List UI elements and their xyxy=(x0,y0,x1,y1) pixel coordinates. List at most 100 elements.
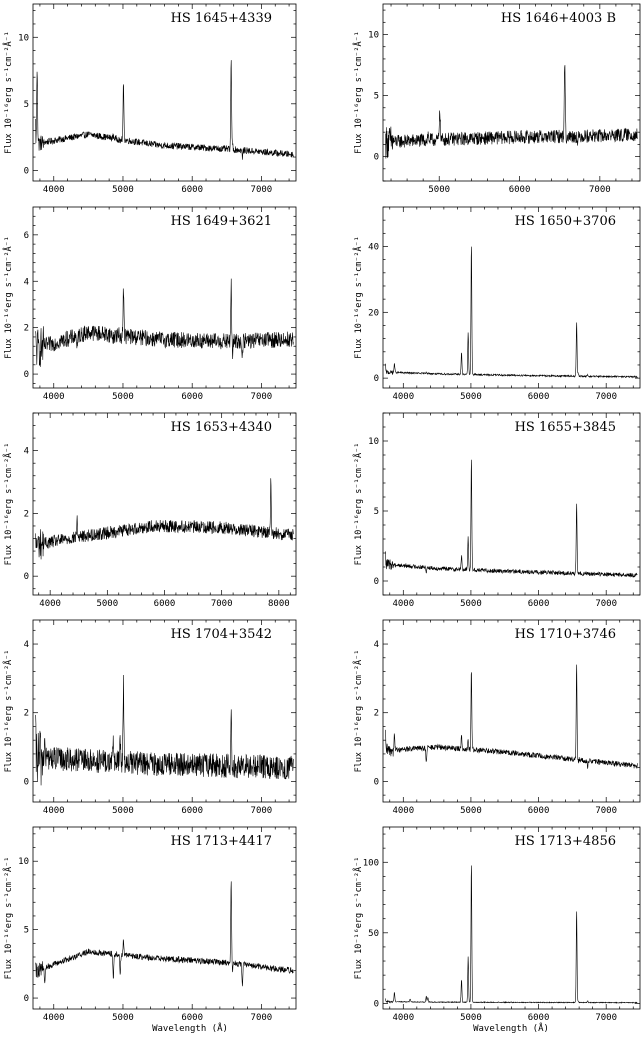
spectrum-panel-5: 4000 5000 6000 7000 8000 0 2 4 Flux 10⁻¹⁶erg s⁻¹… xyxy=(2,412,297,609)
x-tick-label: 6000 xyxy=(528,599,550,609)
x-tick-label: 4000 xyxy=(392,599,414,609)
x-tick-label: 7000 xyxy=(595,392,617,402)
x-tick-label: 5000 xyxy=(460,392,482,402)
x-tick-label: 4000 xyxy=(392,1013,414,1023)
panel-title: HS 1655+3845 xyxy=(515,420,616,435)
y-tick-label: 0 xyxy=(24,370,29,380)
y-axis-label: Flux 10⁻¹⁶erg s⁻¹cm⁻²Å⁻¹ xyxy=(2,236,14,359)
x-tick-label: 5000 xyxy=(460,806,482,816)
x-tick-label: 5000 xyxy=(96,599,118,609)
y-tick-label: 0 xyxy=(374,153,379,163)
spectrum-line xyxy=(35,60,294,160)
x-tick-label: 7000 xyxy=(595,599,617,609)
y-tick-label: 5 xyxy=(374,507,379,517)
y-tick-label: 10 xyxy=(18,33,29,43)
x-tick-label: 4000 xyxy=(392,806,414,816)
panel-frame xyxy=(32,3,297,182)
x-axis-label-right: Wavelength (Å) xyxy=(473,1022,549,1034)
y-axis-label: Flux 10⁻¹⁶erg s⁻¹cm⁻²Å⁻¹ xyxy=(352,236,364,359)
panel-title: HS 1646+4003 B xyxy=(501,11,616,26)
y-tick-label: 6 xyxy=(24,231,29,241)
y-tick-label: 50 xyxy=(368,929,379,939)
y-axis-label: Flux 10⁻¹⁶erg s⁻¹cm⁻²Å⁻¹ xyxy=(2,443,14,566)
y-tick-label: 0 xyxy=(374,374,379,384)
x-tick-label: 7000 xyxy=(589,185,611,195)
spectrum-line xyxy=(35,478,294,560)
y-axis-label: Flux 10⁻¹⁶erg s⁻¹cm⁻²Å⁻¹ xyxy=(2,650,14,773)
x-tick-label: 5000 xyxy=(112,1013,134,1023)
x-tick-label: 5000 xyxy=(112,185,134,195)
x-tick-label: 5000 xyxy=(460,599,482,609)
spectrum-line xyxy=(35,881,294,987)
spectrum-panel-3: 4000 5000 6000 7000 0 2 4 6 Flux 10⁻¹⁶erg s⁻¹cm⁻… xyxy=(2,206,297,402)
panel-title: HS 1653+4340 xyxy=(171,420,272,435)
x-tick-label: 6000 xyxy=(181,185,203,195)
panel-title: HS 1704+3542 xyxy=(171,627,272,642)
x-tick-label: 7000 xyxy=(251,185,273,195)
panel-title: HS 1713+4856 xyxy=(515,834,616,849)
panel-frame xyxy=(382,3,641,182)
y-tick-label: 0 xyxy=(24,166,29,176)
y-tick-label: 0 xyxy=(24,777,29,787)
spectrum-line xyxy=(385,664,638,769)
spectrum-line xyxy=(385,865,638,1004)
spectrum-panel-6: 4000 5000 6000 7000 0 5 10 Flux 10⁻¹⁶erg s⁻¹cm⁻… xyxy=(352,412,641,609)
spectrum-panel-7: 4000 5000 6000 7000 0 2 4 Flux 10⁻¹⁶erg s⁻¹cm⁻²… xyxy=(2,619,297,816)
panel-title: HS 1645+4339 xyxy=(171,11,272,26)
x-tick-label: 4000 xyxy=(43,1013,65,1023)
x-tick-label: 7000 xyxy=(595,806,617,816)
x-tick-label: 4000 xyxy=(43,392,65,402)
panel-frame xyxy=(382,826,641,1010)
y-axis-label: Flux 10⁻¹⁶erg s⁻¹cm⁻²Å⁻¹ xyxy=(2,857,14,980)
panel-frame xyxy=(382,206,641,389)
x-tick-label: 6000 xyxy=(528,806,550,816)
panel-frame xyxy=(382,619,641,803)
x-tick-label: 6000 xyxy=(154,599,176,609)
spectrum-line xyxy=(385,459,638,578)
spectrum-panel-9: 4000 5000 6000 7000 0 5 10 Flux 10⁻¹⁶erg s⁻¹cm⁻… xyxy=(2,826,297,1023)
panel-title: HS 1650+3706 xyxy=(515,214,616,229)
x-tick-label: 4000 xyxy=(39,599,61,609)
y-axis-label: Flux 10⁻¹⁶erg s⁻¹cm⁻²Å⁻¹ xyxy=(352,31,364,154)
y-tick-label: 100 xyxy=(363,858,379,868)
x-tick-label: 6000 xyxy=(528,392,550,402)
spectrum-line xyxy=(35,278,294,367)
y-tick-label: 0 xyxy=(24,572,29,582)
spectrum-panel-8: 4000 5000 6000 7000 0 2 4 Flux 10⁻¹⁶erg s⁻¹cm⁻²… xyxy=(352,619,641,816)
y-tick-label: 5 xyxy=(24,100,29,110)
panel-title: HS 1713+4417 xyxy=(171,834,272,849)
x-tick-label: 6000 xyxy=(181,806,203,816)
panel-title: HS 1710+3746 xyxy=(515,627,616,642)
y-tick-label: 5 xyxy=(374,92,379,102)
y-tick-label: 4 xyxy=(374,640,379,650)
y-axis-label: Flux 10⁻¹⁶erg s⁻¹cm⁻²Å⁻¹ xyxy=(352,443,364,566)
x-tick-label: 6000 xyxy=(509,185,531,195)
y-tick-label: 5 xyxy=(24,926,29,936)
x-tick-label: 5000 xyxy=(112,806,134,816)
panel-frame xyxy=(32,412,297,596)
spectrum-panel-4: 4000 5000 6000 7000 0 20 40 Flux 10⁻¹⁶erg s⁻¹cm… xyxy=(352,206,641,402)
y-tick-label: 4 xyxy=(24,277,29,287)
y-tick-label: 10 xyxy=(18,857,29,867)
x-tick-label: 7000 xyxy=(251,806,273,816)
x-tick-label: 7000 xyxy=(211,599,233,609)
x-tick-label: 7000 xyxy=(251,392,273,402)
x-tick-label: 5000 xyxy=(428,185,450,195)
y-tick-label: 0 xyxy=(374,999,379,1009)
y-axis-label: Flux 10⁻¹⁶erg s⁻¹cm⁻²Å⁻¹ xyxy=(352,650,364,773)
x-tick-label: 6000 xyxy=(181,392,203,402)
panel-title: HS 1649+3621 xyxy=(171,214,272,229)
x-tick-label: 6000 xyxy=(181,1013,203,1023)
spectrum-panel-2: 5000 6000 7000 0 5 10 Flux 10⁻¹⁶erg s⁻¹cm⁻²Å⁻¹… xyxy=(352,3,641,195)
panel-frame xyxy=(32,619,297,803)
y-tick-label: 4 xyxy=(24,640,29,650)
y-tick-label: 2 xyxy=(24,324,29,334)
x-tick-label: 7000 xyxy=(251,1013,273,1023)
y-tick-label: 10 xyxy=(368,31,379,41)
y-tick-label: 4 xyxy=(24,447,29,457)
panel-frame xyxy=(32,206,297,389)
x-tick-label: 6000 xyxy=(528,1013,550,1023)
spectrum-line xyxy=(385,246,638,379)
